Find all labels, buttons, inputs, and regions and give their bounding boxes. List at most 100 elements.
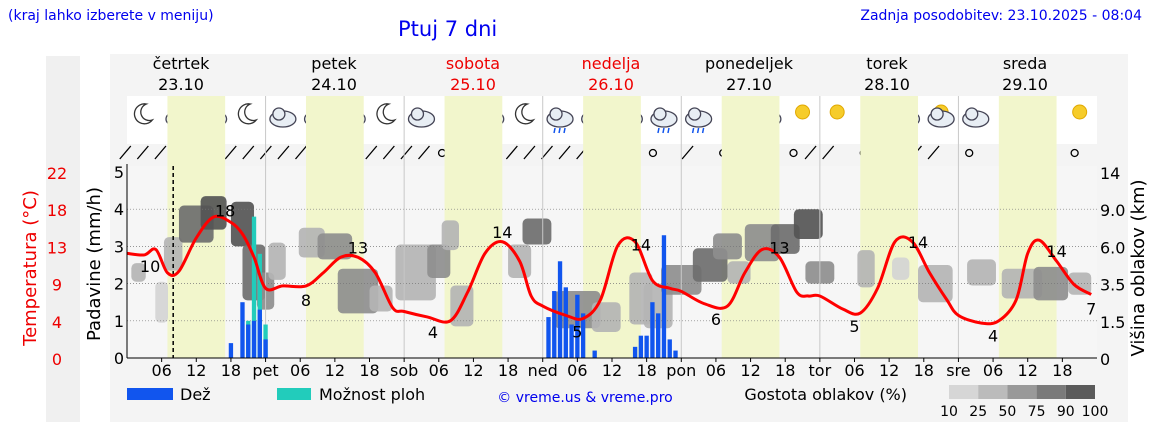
rain-drop xyxy=(558,127,561,134)
cloud-tick-label: 1.5 xyxy=(1100,313,1125,332)
precip-tick-label: 4 xyxy=(114,200,124,219)
weather-icon xyxy=(795,104,811,120)
wind-barb xyxy=(224,145,237,160)
day-headers: četrtek 23.10 petek 24.10 sobota 25.10 nedelja… xyxy=(153,54,1048,94)
rain-drop xyxy=(657,127,660,134)
cloud-patch xyxy=(395,244,436,301)
temperature-extreme-label: 14 xyxy=(492,223,512,242)
sun-icon xyxy=(795,104,811,120)
temperature-series: 10 18 8 13 4 14 5 14 6 13 5 14 4 14 7 xyxy=(126,202,1096,346)
cloud-tick-label: 14 xyxy=(1100,164,1120,183)
temperature-tick-label: 9 xyxy=(52,276,62,295)
day-name: sobota xyxy=(446,54,500,73)
rain-bar xyxy=(228,343,234,358)
rain-bar xyxy=(263,339,268,358)
weather-icon xyxy=(514,103,536,125)
day-name: ponedeljek xyxy=(705,54,794,73)
rain-bar xyxy=(257,309,262,358)
moon-icon xyxy=(237,103,259,125)
temperature-extreme-label: 18 xyxy=(215,202,235,221)
x-tick-label: 06 xyxy=(983,361,1003,380)
x-tick-label: 12 xyxy=(740,361,760,380)
x-tick-label: 06 xyxy=(290,361,310,380)
precip-tick-label: 1 xyxy=(114,312,124,331)
density-level-label: 90 xyxy=(1057,404,1075,420)
weather-icon xyxy=(546,107,574,134)
precip-tick-label: 5 xyxy=(114,163,124,182)
day-date: 27.10 xyxy=(726,75,772,94)
calm-wind-marker xyxy=(648,148,658,158)
page-title: Ptuj 7 dni xyxy=(398,17,498,41)
temperature-extreme-label: 5 xyxy=(849,317,859,336)
rain-bar xyxy=(650,302,655,358)
wind-barb xyxy=(558,145,571,160)
temperature-extreme-label: 14 xyxy=(1046,242,1066,261)
moon-icon xyxy=(376,103,397,125)
x-tick-label: 06 xyxy=(151,361,171,380)
x-tick-label: 18 xyxy=(1052,361,1072,380)
rain-bar xyxy=(552,291,557,358)
temperature-extreme-label: 8 xyxy=(301,291,311,310)
day-date: 25.10 xyxy=(450,75,496,94)
cloud-patch xyxy=(857,250,875,288)
last-updated: Zadnja posodobitev: 23.10.2025 - 08:04 xyxy=(860,8,1142,24)
x-tick-label: tor xyxy=(809,361,832,380)
weather-icon xyxy=(684,107,713,134)
rain-drop xyxy=(696,127,700,134)
wind-barb xyxy=(804,145,817,160)
temperature-axis-title: Temperatura (°C) xyxy=(20,190,41,347)
cloud-patch xyxy=(337,268,379,314)
wind-barb xyxy=(242,145,255,160)
weather-icon xyxy=(927,104,955,128)
cloud-patch xyxy=(892,257,910,280)
wind-barb xyxy=(505,145,518,160)
weather-icon xyxy=(1072,104,1088,120)
wind-barb xyxy=(681,145,694,160)
density-legend: 10 25 50 75 90 100 xyxy=(940,385,1108,420)
wind-barb xyxy=(295,145,307,160)
rain-bar xyxy=(632,346,638,358)
temperature-tick-label: 18 xyxy=(47,201,67,220)
x-tick-label: 18 xyxy=(498,361,518,380)
rain-bar xyxy=(667,339,672,358)
temperature-tick-label: 13 xyxy=(47,238,67,257)
x-tick-label: 12 xyxy=(325,361,345,380)
daylight-band xyxy=(305,96,364,358)
moon-icon xyxy=(133,103,155,125)
legend-shower-swatch xyxy=(277,388,311,400)
wind-barb xyxy=(541,145,553,160)
cloud-tick-label: 0 xyxy=(1100,350,1110,369)
weather-icon xyxy=(962,107,990,128)
cloud-patch xyxy=(369,285,393,312)
wind-barb xyxy=(154,145,167,160)
density-legend-title: Gostota oblakov (%) xyxy=(744,385,907,404)
temperature-extreme-label: 10 xyxy=(140,257,160,276)
x-tick-label: 12 xyxy=(463,361,483,380)
rain-drop xyxy=(553,127,556,134)
x-tick-label: 06 xyxy=(706,361,726,380)
wind-barb xyxy=(119,145,132,160)
calm-wind-marker xyxy=(1070,148,1079,158)
cloud-patch xyxy=(727,261,751,284)
cloud-patch xyxy=(268,242,286,280)
wind-barb xyxy=(400,145,413,160)
temperature-extreme-label: 6 xyxy=(711,310,721,329)
cloud-puff xyxy=(930,107,944,121)
region-hint[interactable]: (kraj lahko izberete v meniju) xyxy=(8,8,214,24)
moon-icon xyxy=(514,103,536,125)
weather-icon xyxy=(376,103,397,125)
cloud-patch xyxy=(591,302,621,332)
cloud-patch xyxy=(1033,266,1069,301)
cloud-patch xyxy=(155,281,168,323)
wind-barb xyxy=(365,145,378,160)
temperature-extreme-label: 13 xyxy=(769,238,789,257)
weather-icon xyxy=(237,103,259,125)
rain-bar xyxy=(546,317,551,358)
density-level-label: 25 xyxy=(969,404,987,420)
temperature-extreme-label: 5 xyxy=(572,322,582,341)
precipitation-bars xyxy=(228,216,678,358)
precip-axis-title: Padavine (mm/h) xyxy=(84,187,105,341)
credit-link[interactable]: © vreme.us & vreme.pro xyxy=(497,390,672,406)
weather-icon xyxy=(829,104,845,120)
day-name: sreda xyxy=(1003,54,1047,73)
